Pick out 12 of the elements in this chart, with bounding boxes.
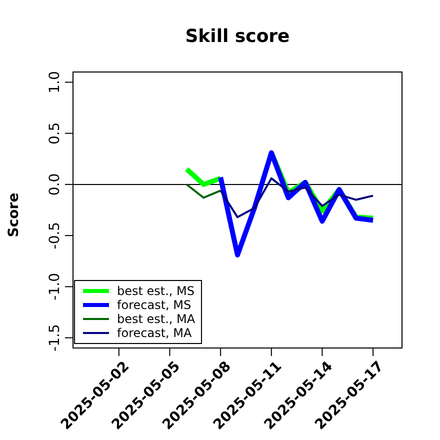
y-axis-title: Score xyxy=(6,192,22,238)
y-tick-label: 1.0 xyxy=(47,71,63,94)
y-tick-label: -1.0 xyxy=(47,273,63,300)
chart-title: Skill score xyxy=(184,26,291,47)
y-tick-label: 0.0 xyxy=(47,173,63,196)
legend-label: best est., MA xyxy=(117,312,196,326)
legend-label: best est., MS xyxy=(117,284,195,298)
legend-label: forecast, MS xyxy=(117,298,192,312)
y-tick-label: 0.5 xyxy=(47,122,63,144)
y-tick-label: -0.5 xyxy=(47,222,63,250)
y-tick-label: -1.5 xyxy=(47,324,63,352)
legend-label: forecast, MA xyxy=(117,326,192,340)
